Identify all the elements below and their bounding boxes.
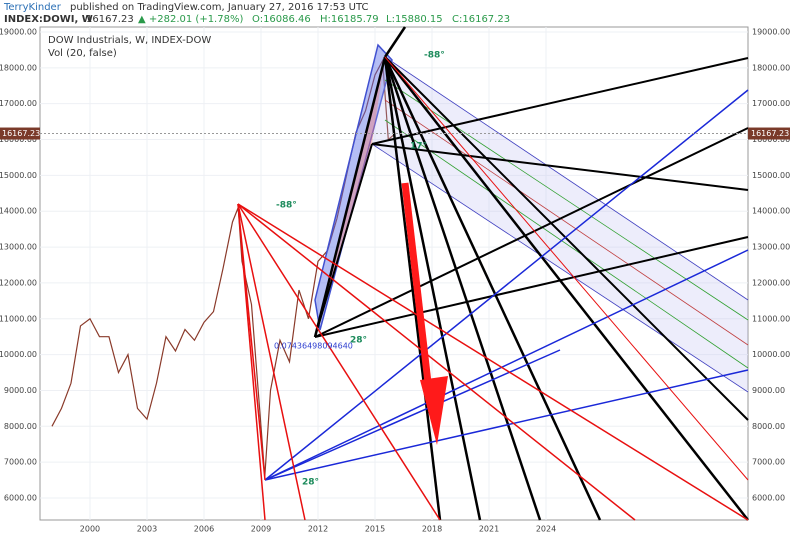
y-tick-label-right: 17000.00	[752, 99, 790, 108]
y-tick-label: 17000.00	[0, 99, 37, 108]
channel-lines	[371, 56, 749, 393]
x-tick-label: 2012	[308, 525, 328, 534]
black-fan	[313, 26, 749, 521]
drawings	[237, 26, 749, 521]
angle-label: 17°	[410, 142, 427, 152]
close: C:16167.23	[452, 14, 510, 25]
x-tick-label: 2000	[80, 525, 100, 534]
y-tick-label-right: 15000.00	[752, 171, 790, 180]
high: H:16185.79	[320, 14, 379, 25]
open: O:16086.46	[252, 14, 311, 25]
y-tick-label: 12000.00	[0, 278, 37, 287]
x-tick-label: 2015	[365, 525, 385, 534]
arrow-shaft	[401, 182, 434, 401]
y-tick-label: 9000.00	[4, 386, 37, 395]
y-tick-label-right: 6000.00	[752, 493, 785, 502]
arrow-head	[420, 376, 448, 445]
x-tick-label: 2024	[536, 525, 556, 534]
y-tick-label-right: 9000.00	[752, 386, 785, 395]
y-tick-label: 13000.00	[0, 243, 37, 252]
x-tick-label: 2006	[194, 525, 214, 534]
price-tag-text: 16167.23	[751, 129, 789, 138]
x-tick-label: 2003	[137, 525, 157, 534]
plot-frame	[39, 26, 749, 521]
y-tick-label-right: 12000.00	[752, 278, 790, 287]
chart-title: DOW Industrials, W, INDEX-DOW	[48, 35, 211, 46]
y-tick-label: 10000.00	[0, 350, 37, 359]
change: ▲ +282.01 (+1.78%)	[138, 14, 243, 25]
y-tick-label-right: 19000.00	[752, 27, 790, 36]
y-tick-label-right: 13000.00	[752, 243, 790, 252]
published: published on TradingView.com, January 27…	[70, 2, 368, 13]
y-tick-label: 14000.00	[0, 207, 37, 216]
y-tick-label-right: 10000.00	[752, 350, 790, 359]
subtitle: Vol (20, false)	[48, 48, 117, 59]
angle-label: -88°	[276, 201, 297, 211]
price-tag-left	[0, 127, 40, 140]
x-tick-label: 2009	[251, 525, 271, 534]
y-tick-label-right: 8000.00	[752, 422, 785, 431]
y-tick-label: 15000.00	[0, 171, 37, 180]
price-tag-text: 16167.23	[2, 129, 40, 138]
y-tick-label: 11000.00	[0, 314, 37, 323]
x-tick-label: 2018	[422, 525, 442, 534]
red-fan	[237, 56, 749, 521]
y-tick-label: 18000.00	[0, 63, 37, 72]
x-tick-label: 2021	[479, 525, 499, 534]
angle-label: 28°	[350, 336, 367, 346]
y-tick-label: 8000.00	[4, 422, 37, 431]
grid	[40, 27, 748, 520]
y-tick-label: 19000.00	[0, 27, 37, 36]
y-tick-label: 6000.00	[4, 493, 37, 502]
y-tick-label-right: 11000.00	[752, 314, 790, 323]
y-tick-label-right: 14000.00	[752, 207, 790, 216]
y-tick-label: 7000.00	[4, 458, 37, 467]
price-tag-right	[748, 127, 790, 140]
blue-fan	[264, 89, 749, 481]
angle-label: 28°	[302, 478, 319, 488]
series	[51, 58, 396, 477]
ratio-label: 0.07436498094640	[274, 342, 353, 351]
channel	[372, 57, 748, 392]
y-tick-label-right: 18000.00	[752, 63, 790, 72]
price-line	[51, 58, 396, 477]
angle-label: -88°	[424, 51, 445, 61]
last: 16167.23	[86, 14, 134, 25]
symbol: INDEX:DOWI, W	[4, 14, 93, 25]
y-tick-label-right: 7000.00	[752, 458, 785, 467]
author[interactable]: TerryKinder	[3, 2, 62, 13]
low: L:15880.15	[386, 14, 443, 25]
